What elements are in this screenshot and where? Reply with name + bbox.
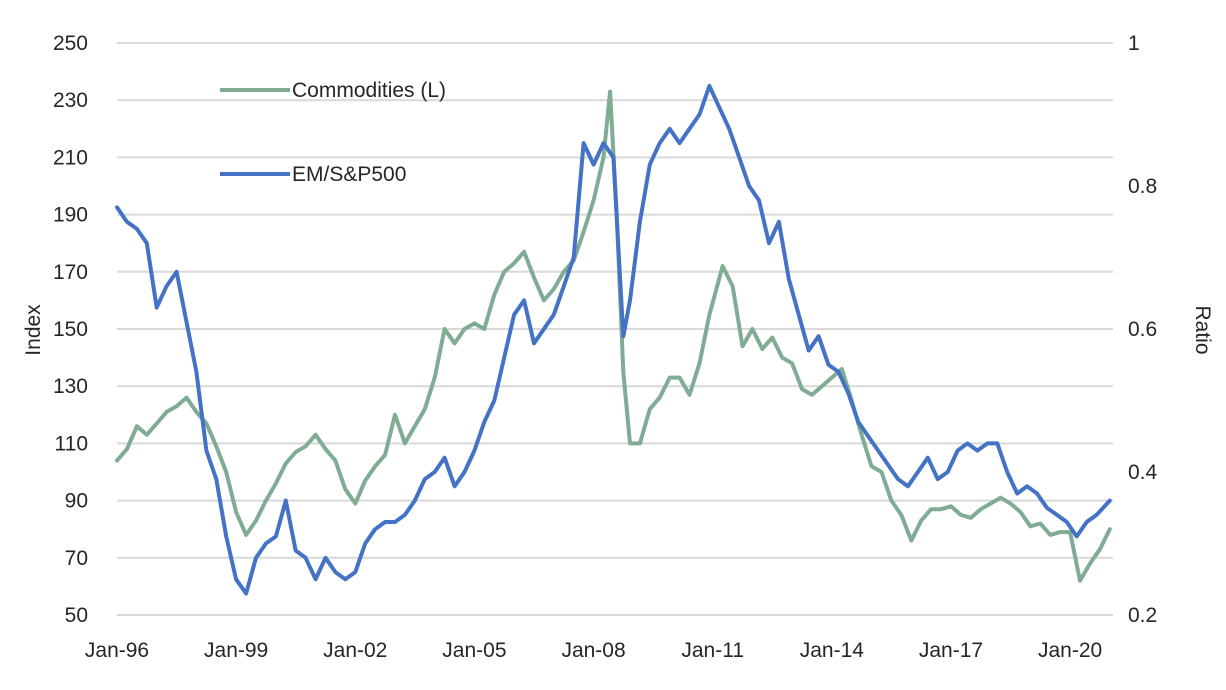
- x-tick-label: Jan-11: [681, 639, 744, 662]
- left-tick-label: 190: [53, 204, 88, 227]
- x-tick-label: Jan-08: [561, 639, 625, 662]
- right-axis-ticks: 1 0.8 0.6 0.4 0.2: [1128, 32, 1158, 627]
- right-tick-label: 1: [1128, 32, 1140, 55]
- left-tick-label: 70: [65, 547, 88, 570]
- left-tick-label: 210: [53, 146, 88, 169]
- x-tick-label: Jan-17: [919, 639, 983, 662]
- left-axis-ticks: 250 230 210 190 170 150 130 110 90 70 50: [53, 32, 88, 627]
- left-tick-label: 150: [53, 318, 88, 341]
- right-tick-label: 0.8: [1128, 175, 1157, 198]
- left-axis-title: Index: [22, 304, 45, 356]
- left-tick-label: 50: [65, 604, 88, 627]
- gridlines: [117, 42, 1113, 616]
- series-line-em-sp500: [115, 83, 1112, 596]
- right-tick-label: 0.6: [1128, 318, 1157, 341]
- left-tick-label: 250: [53, 32, 88, 55]
- x-tick-label: Jan-20: [1038, 639, 1102, 662]
- left-tick-label: 110: [55, 432, 88, 455]
- x-tick-label: Jan-99: [204, 639, 268, 662]
- x-tick-label: Jan-05: [442, 639, 506, 662]
- x-tick-label: Jan-02: [323, 639, 387, 662]
- series-group: [115, 83, 1112, 596]
- left-tick-label: 170: [53, 261, 88, 284]
- right-tick-label: 0.4: [1128, 461, 1158, 484]
- legend-label-commodities: Commodities (L): [292, 79, 446, 102]
- series-line-commodities: [115, 89, 1112, 583]
- left-tick-label: 130: [53, 375, 88, 398]
- x-tick-label: Jan-14: [800, 639, 865, 662]
- right-tick-label: 0.2: [1128, 604, 1157, 627]
- x-tick-label: Jan-96: [85, 639, 149, 662]
- legend: Commodities (L) EM/S&P500: [220, 79, 446, 186]
- left-tick-label: 230: [53, 89, 88, 112]
- x-axis-ticks: Jan-96 Jan-99 Jan-02 Jan-05 Jan-08 Jan-11 Jan-…: [85, 639, 1102, 662]
- right-axis-title: Ratio: [1191, 305, 1214, 354]
- left-tick-label: 90: [65, 490, 88, 513]
- legend-label-em-sp500: EM/S&P500: [292, 163, 406, 186]
